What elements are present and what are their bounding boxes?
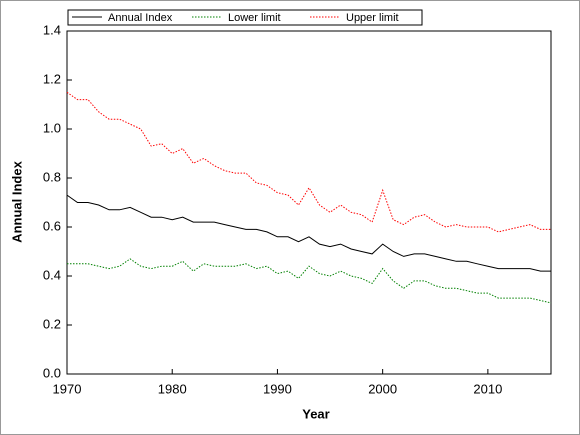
y-tick-label: 0.4 (43, 267, 61, 282)
x-tick-label: 1970 (53, 381, 82, 396)
x-tick-label: 2000 (368, 381, 397, 396)
y-tick-label: 1.4 (43, 22, 61, 37)
y-tick-label: 0.2 (43, 316, 61, 331)
y-tick-label: 1.2 (43, 71, 61, 86)
legend-label: Annual Index (108, 12, 173, 24)
legend-box (67, 9, 423, 26)
series-line (67, 258, 552, 304)
x-tick-label: 2010 (473, 381, 502, 396)
x-axis-label: Year (302, 406, 329, 421)
y-tick-label: 0.8 (43, 169, 61, 184)
series-line (66, 91, 551, 233)
legend-label: Upper limit (346, 12, 399, 24)
y-tick-label: 0.6 (43, 218, 61, 233)
legend-label: Lower limit (228, 12, 281, 24)
y-tick-label: 0.0 (43, 365, 61, 380)
plot-area (66, 30, 552, 375)
y-tick-label: 1.0 (43, 120, 61, 135)
y-axis-label: Annual Index (9, 160, 24, 242)
x-tick-label: 1980 (158, 381, 187, 396)
x-tick-label: 1990 (263, 381, 292, 396)
legend: Annual Index Lower limit Upper limit (67, 9, 423, 26)
series-line (66, 194, 551, 272)
